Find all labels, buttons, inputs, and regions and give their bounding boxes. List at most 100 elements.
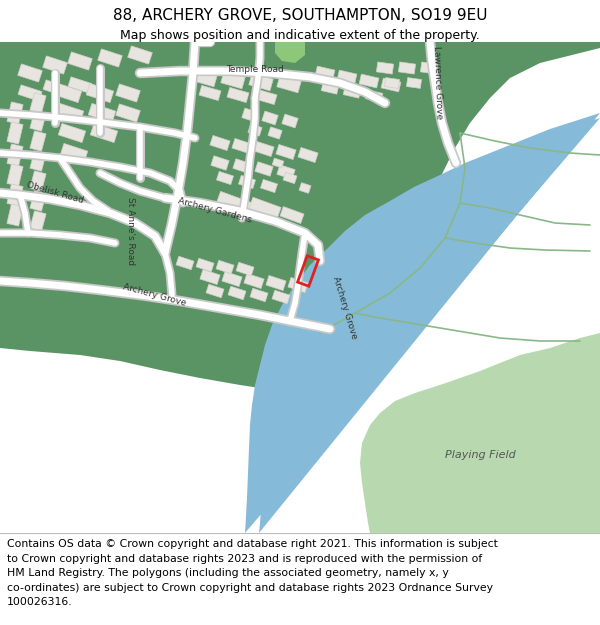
Polygon shape [293, 42, 345, 78]
Polygon shape [272, 290, 290, 304]
Polygon shape [30, 211, 46, 231]
Polygon shape [298, 148, 318, 162]
Polygon shape [360, 333, 600, 533]
Text: Lawrence Grove: Lawrence Grove [432, 46, 444, 120]
Polygon shape [58, 123, 86, 142]
Polygon shape [250, 288, 268, 302]
Text: Archery Gardens: Archery Gardens [177, 196, 253, 224]
Polygon shape [18, 85, 42, 101]
Polygon shape [7, 102, 23, 124]
Polygon shape [7, 144, 23, 166]
Polygon shape [0, 42, 600, 391]
Polygon shape [56, 103, 84, 122]
Text: Map shows position and indicative extent of the property.: Map shows position and indicative extent… [120, 29, 480, 42]
Polygon shape [88, 103, 116, 122]
Polygon shape [277, 165, 295, 179]
Polygon shape [282, 114, 298, 128]
Polygon shape [222, 271, 242, 286]
Polygon shape [233, 159, 251, 173]
Polygon shape [206, 284, 224, 298]
Polygon shape [193, 69, 217, 87]
Polygon shape [254, 141, 274, 156]
Polygon shape [242, 108, 258, 122]
Polygon shape [221, 71, 245, 89]
Polygon shape [288, 278, 308, 292]
Text: 88, ARCHERY GROVE, SOUTHAMPTON, SO19 9EU: 88, ARCHERY GROVE, SOUTHAMPTON, SO19 9EU [113, 8, 487, 22]
Polygon shape [277, 75, 301, 92]
Polygon shape [17, 64, 43, 82]
Polygon shape [381, 78, 401, 92]
Polygon shape [272, 158, 284, 168]
Polygon shape [262, 111, 278, 125]
Polygon shape [249, 198, 281, 219]
Polygon shape [359, 74, 379, 88]
Polygon shape [199, 86, 221, 101]
Polygon shape [365, 90, 383, 102]
Polygon shape [217, 171, 233, 184]
Polygon shape [343, 86, 361, 98]
Polygon shape [210, 136, 230, 151]
Polygon shape [275, 42, 305, 63]
Polygon shape [315, 66, 335, 80]
Polygon shape [299, 182, 311, 193]
Polygon shape [266, 276, 286, 291]
Polygon shape [255, 162, 273, 176]
Polygon shape [176, 256, 194, 270]
Polygon shape [245, 113, 600, 533]
Polygon shape [43, 56, 67, 74]
Polygon shape [228, 286, 246, 300]
Text: Contains OS data © Crown copyright and database right 2021. This information is : Contains OS data © Crown copyright and d… [7, 539, 498, 607]
Text: Playing Field: Playing Field [445, 450, 515, 460]
Polygon shape [116, 104, 140, 122]
Polygon shape [321, 82, 339, 94]
Polygon shape [30, 131, 46, 151]
Polygon shape [244, 274, 264, 289]
Polygon shape [276, 144, 296, 159]
Text: Temple Road: Temple Road [226, 66, 284, 74]
Polygon shape [7, 164, 23, 186]
Polygon shape [43, 80, 67, 96]
Polygon shape [7, 122, 23, 144]
Polygon shape [7, 204, 23, 226]
Polygon shape [283, 173, 297, 184]
Text: Obelisk Road: Obelisk Road [25, 181, 85, 206]
Polygon shape [200, 269, 220, 284]
Polygon shape [128, 46, 152, 64]
Polygon shape [30, 92, 46, 113]
Text: Archery Grove: Archery Grove [122, 282, 188, 308]
Polygon shape [68, 77, 92, 93]
Polygon shape [227, 88, 249, 103]
Polygon shape [268, 127, 282, 139]
Polygon shape [385, 78, 400, 88]
Text: St Anne's Road: St Anne's Road [125, 197, 134, 265]
Polygon shape [54, 83, 82, 102]
Polygon shape [398, 62, 416, 74]
Polygon shape [217, 191, 253, 214]
Polygon shape [30, 151, 46, 171]
Polygon shape [60, 143, 88, 162]
Polygon shape [255, 89, 277, 104]
Polygon shape [68, 52, 92, 70]
Polygon shape [98, 49, 122, 67]
Polygon shape [211, 156, 229, 170]
Polygon shape [260, 179, 278, 192]
Polygon shape [232, 139, 252, 154]
Polygon shape [216, 260, 234, 274]
Polygon shape [238, 176, 256, 189]
Polygon shape [86, 83, 114, 102]
Polygon shape [116, 84, 140, 102]
Text: Archery Grove: Archery Grove [331, 276, 359, 341]
Polygon shape [376, 62, 394, 74]
Polygon shape [90, 123, 118, 142]
Polygon shape [30, 111, 46, 131]
Polygon shape [337, 70, 357, 84]
Polygon shape [406, 78, 422, 88]
Polygon shape [249, 73, 273, 91]
Polygon shape [248, 124, 262, 136]
Polygon shape [280, 206, 304, 224]
Polygon shape [7, 184, 23, 206]
Polygon shape [30, 191, 46, 211]
Polygon shape [236, 262, 254, 276]
Polygon shape [196, 258, 214, 272]
Polygon shape [421, 62, 437, 74]
